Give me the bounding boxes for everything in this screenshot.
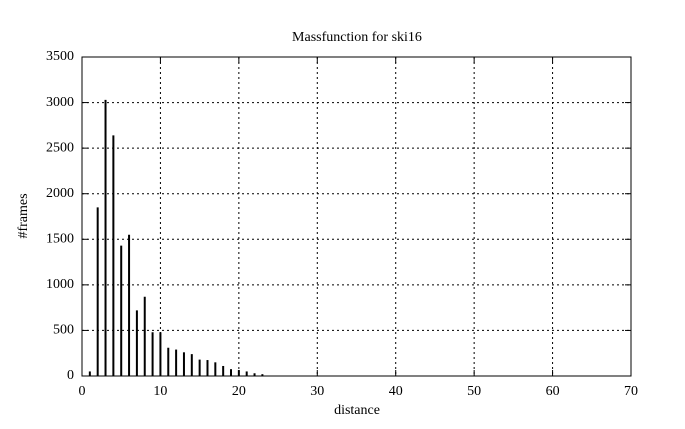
y-tick-label: 2500	[46, 140, 74, 155]
x-tick-label: 30	[310, 384, 324, 399]
x-tick-label: 50	[467, 384, 481, 399]
y-tick-label: 0	[67, 368, 74, 383]
x-tick-label: 70	[624, 384, 638, 399]
x-tick-label: 20	[232, 384, 246, 399]
x-tick-label: 40	[389, 384, 403, 399]
y-tick-label: 2000	[46, 186, 74, 201]
y-tick-label: 3500	[46, 49, 74, 64]
y-tick-label: 3000	[46, 95, 74, 110]
x-tick-label: 0	[79, 384, 86, 399]
x-tick-label: 60	[546, 384, 560, 399]
y-tick-label: 500	[53, 323, 74, 338]
x-axis-label: distance	[334, 403, 380, 418]
x-tick-label: 10	[153, 384, 167, 399]
y-axis-label: #frames	[16, 193, 31, 238]
chart-title: Massfunction for ski16	[292, 30, 422, 45]
y-tick-label: 1000	[46, 277, 74, 292]
plot-border	[81, 56, 632, 377]
y-tick-label: 1500	[46, 232, 74, 247]
